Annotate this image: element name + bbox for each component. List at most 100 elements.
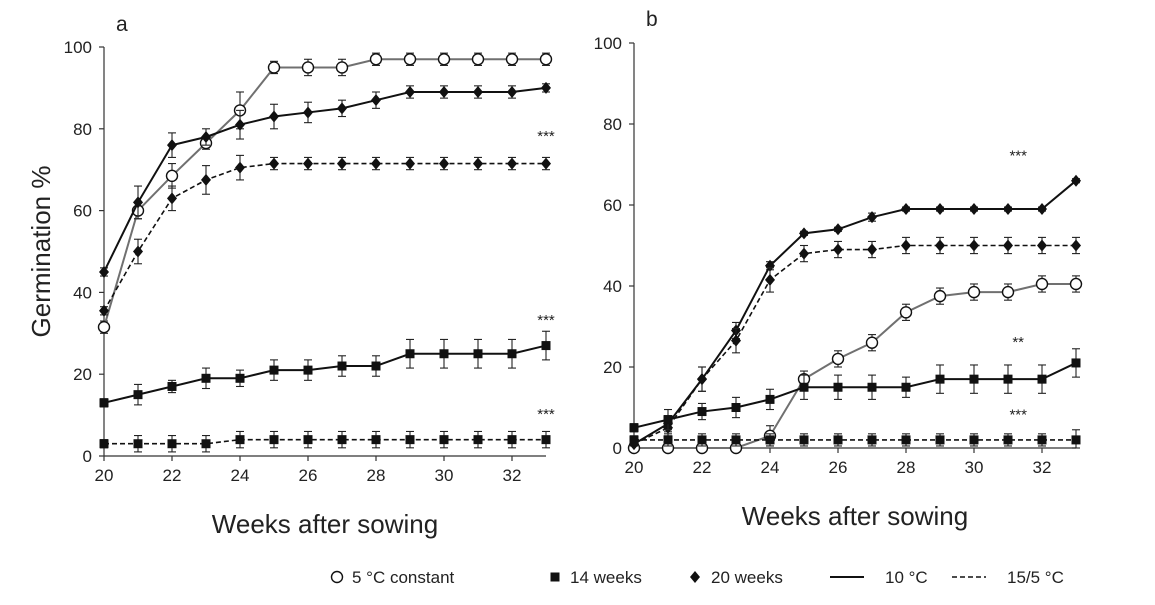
data-point [967, 285, 981, 299]
data-point [1003, 239, 1013, 252]
panel-a-significance-label: *** [537, 312, 555, 329]
data-point [629, 423, 639, 433]
data-point [1003, 435, 1013, 445]
panel-a-x-tick-label: 28 [367, 466, 386, 485]
data-point [269, 365, 279, 375]
data-point [1037, 239, 1047, 252]
data-point [201, 439, 211, 449]
data-point [1035, 277, 1049, 291]
data-point [403, 53, 417, 66]
data-point [541, 435, 551, 445]
data-point [933, 289, 947, 303]
panel-a-y-tick-label: 100 [64, 38, 92, 57]
data-point [935, 374, 945, 384]
data-point [267, 61, 281, 74]
panel-b-y-tick-label: 100 [594, 34, 622, 53]
data-point [663, 435, 673, 445]
panel-b-x-tick-label: 20 [625, 458, 644, 477]
data-point [235, 161, 245, 174]
data-point [405, 435, 415, 445]
data-point [765, 394, 775, 404]
data-point [99, 304, 109, 317]
data-point [1037, 374, 1047, 384]
data-point [663, 415, 673, 425]
data-point [439, 85, 449, 98]
series-line [633, 179, 1077, 445]
panel-b-x-tick-label: 28 [897, 458, 916, 477]
data-point [371, 157, 381, 170]
legend-symbol-square [550, 572, 560, 582]
data-point [133, 196, 143, 209]
data-point [473, 435, 483, 445]
data-point [471, 53, 485, 66]
data-point [301, 61, 315, 74]
panel-a-series-20-weeks-15-5-c [99, 154, 551, 317]
data-point [969, 374, 979, 384]
data-point [201, 173, 211, 186]
panel-a-series-14-weeks-15-5-c [99, 430, 551, 453]
data-point [439, 157, 449, 170]
legend-label: 5 °C constant [352, 568, 455, 587]
legend-item-20-weeks: 20 weeks [690, 568, 783, 587]
data-point [97, 320, 111, 334]
data-point [541, 341, 551, 351]
panel-b-significance-label: *** [1009, 147, 1027, 164]
data-point [1071, 358, 1081, 368]
legend-label: 15/5 °C [1007, 568, 1064, 587]
panel-b-letter: b [646, 8, 658, 31]
panel-b-series-20-weeks-15-5-c [629, 236, 1081, 450]
data-point [833, 223, 843, 236]
legend-symbol-circle [330, 570, 344, 584]
panel-a-x-tick-label: 20 [95, 466, 114, 485]
data-point [765, 273, 775, 286]
data-point [539, 53, 553, 66]
panel-b-x-tick-label: 32 [1033, 458, 1052, 477]
data-point [1037, 203, 1047, 216]
data-point [697, 435, 707, 445]
data-point [235, 435, 245, 445]
data-point [1037, 435, 1047, 445]
data-point [99, 439, 109, 449]
data-point [1003, 374, 1013, 384]
data-point [201, 373, 211, 383]
legend-symbol-diamond [690, 571, 700, 583]
data-point [235, 118, 245, 131]
data-point [697, 373, 707, 386]
data-point [765, 435, 775, 445]
data-point [507, 157, 517, 170]
legend-item-10-c: 10 °C [830, 568, 928, 587]
data-point [337, 157, 347, 170]
panel-b-series-14-weeks-10-c [629, 348, 1081, 433]
data-point [867, 435, 877, 445]
data-point [99, 398, 109, 408]
data-point [371, 361, 381, 371]
data-point [133, 245, 143, 258]
panel-a-x-tick-label: 24 [231, 466, 250, 485]
data-point [507, 85, 517, 98]
panel-b-x-tick-label: 24 [761, 458, 780, 477]
data-point [731, 435, 741, 445]
data-point [167, 139, 177, 152]
data-point [405, 349, 415, 359]
data-point [833, 243, 843, 256]
data-point [505, 53, 519, 66]
series-line [633, 362, 1077, 429]
panel-a-y-tick-label: 0 [83, 447, 92, 466]
data-point [99, 265, 109, 278]
data-point [507, 435, 517, 445]
data-point [335, 61, 349, 74]
data-point [473, 85, 483, 98]
data-point [405, 157, 415, 170]
data-point [269, 110, 279, 123]
data-point [303, 365, 313, 375]
data-point [405, 85, 415, 98]
panel-b-y-tick-label: 0 [613, 439, 622, 458]
data-point [901, 435, 911, 445]
panel-a-y-tick-label: 40 [73, 283, 92, 302]
panel-a-x-tick-label: 32 [503, 466, 522, 485]
data-point [507, 349, 517, 359]
data-point [473, 157, 483, 170]
data-point [1001, 285, 1015, 299]
panel-b-y-tick-label: 40 [603, 277, 622, 296]
data-point [901, 203, 911, 216]
